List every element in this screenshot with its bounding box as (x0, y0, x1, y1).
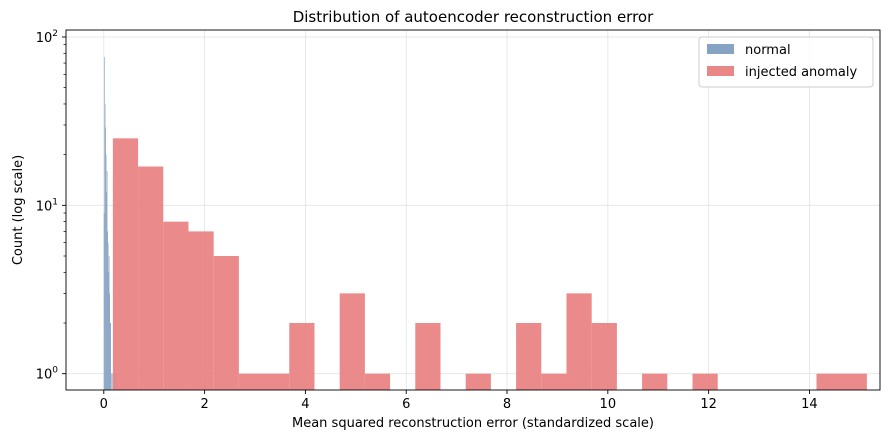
x-tick-label: 0 (100, 397, 108, 412)
bar-injected-anomaly (213, 256, 239, 390)
bar-injected-anomaly (591, 323, 617, 390)
bar-injected-anomaly (816, 373, 867, 390)
x-tick-label: 6 (402, 397, 410, 412)
y-tick-label: 101 (36, 197, 58, 214)
bar-injected-anomaly (289, 323, 315, 390)
bar-injected-anomaly (112, 138, 139, 390)
bar-normal (104, 57, 105, 390)
bar-injected-anomaly (642, 373, 668, 390)
bar-injected-anomaly (188, 231, 214, 390)
bar-normal (104, 103, 106, 391)
bar-normal (108, 256, 110, 390)
bar-injected-anomaly (339, 293, 365, 390)
chart-title: Distribution of autoencoder reconstructi… (293, 8, 654, 26)
legend-label-normal: normal (745, 43, 791, 58)
y-axis-label: Count (log scale) (11, 155, 26, 265)
x-tick-label: 12 (700, 397, 717, 412)
plot-area-frame (65, 29, 881, 391)
x-axis-label: Mean squared reconstruction error (stand… (292, 416, 654, 431)
bar-normal (103, 213, 105, 390)
x-tick-label: 10 (600, 397, 617, 412)
bar-normal (107, 231, 108, 390)
legend-box (698, 36, 874, 88)
bar-normal (110, 323, 111, 390)
bar-normal (108, 272, 109, 390)
legend-label-injected-anomaly: injected anomaly (745, 65, 857, 80)
x-tick-label: 14 (801, 397, 818, 412)
x-tick-label: 4 (301, 397, 309, 412)
bar-injected-anomaly (692, 373, 718, 390)
legend-swatch-injected-anomaly (707, 66, 734, 76)
bar-normal (112, 373, 113, 390)
bar-normal (111, 373, 112, 390)
bar-normal (105, 154, 107, 390)
x-tick-label: 2 (200, 397, 208, 412)
bar-injected-anomaly (465, 373, 491, 390)
y-tick-label: 100 (36, 366, 59, 383)
bar-normal (107, 242, 109, 390)
bar-injected-anomaly (163, 221, 189, 390)
bar-injected-anomaly (364, 373, 391, 390)
histogram-bars (103, 57, 867, 391)
bar-injected-anomaly (541, 373, 567, 390)
bar-normal (109, 293, 110, 390)
bar-injected-anomaly (238, 373, 290, 390)
y-tick-label: 102 (36, 29, 58, 46)
bar-injected-anomaly (566, 293, 592, 390)
bar-normal (106, 170, 108, 390)
bar-normal (109, 323, 111, 390)
legend: normal injected anomaly (698, 36, 874, 88)
legend-swatch-normal (707, 44, 734, 54)
x-tick-label: 8 (503, 397, 511, 412)
bar-normal (105, 127, 106, 391)
bar-injected-anomaly (138, 166, 164, 390)
bar-injected-anomaly (415, 323, 441, 390)
bar-injected-anomaly (516, 323, 542, 390)
bar-normal (106, 191, 107, 390)
axis-ticks: 0 2 4 6 8 10 12 14 100 101 102 (36, 29, 818, 412)
